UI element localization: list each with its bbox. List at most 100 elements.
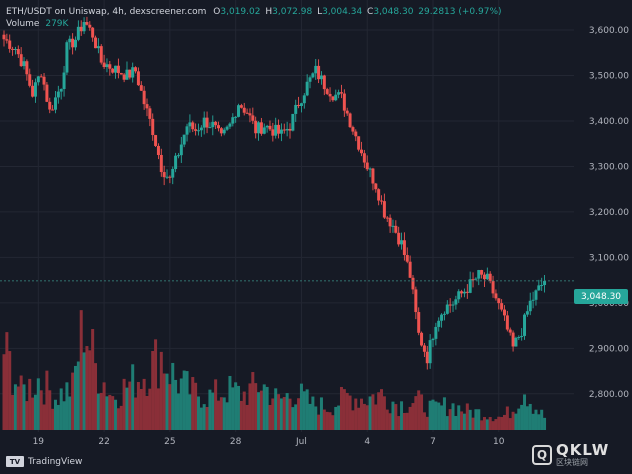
candle-body [485,273,489,280]
volume-bar [91,329,95,430]
volume-bar [339,386,343,430]
low-value: 3,004.34 [322,7,363,17]
volume-bar [500,417,504,430]
candle-body [265,125,269,128]
candle-body [96,46,100,49]
candle-body [462,291,466,294]
candle-body [128,69,132,78]
volume-bar [76,361,80,430]
candle-body [94,37,98,49]
volume-bar [388,413,392,430]
candle-body [102,62,106,68]
volume-bar [5,332,9,430]
candle-body [168,176,172,178]
symbol-title: ETH/USDT on Uniswap, 4h, dexscreener.com [6,7,207,17]
x-tick-label: 28 [230,437,242,447]
candle-body [468,279,472,293]
candle-body [79,26,83,32]
volume-bar [317,414,321,430]
open-value: 3,019.02 [220,7,261,17]
volume-bar [217,400,220,430]
candle-body [365,162,369,170]
volume-bar [159,351,163,430]
candle-body [339,92,343,94]
candle-body [465,291,469,293]
volume-bar [74,365,77,430]
candle-body [440,314,444,321]
candle-body [305,81,309,96]
candle-body [368,168,372,170]
volume-bar [394,404,398,430]
candle-body [48,101,52,110]
tradingview-footer[interactable]: TV TradingView [6,456,82,467]
candle-body [257,122,261,134]
candle-body [400,240,404,245]
volume-bar [511,411,515,430]
volume-bar [188,394,192,430]
volume-bar [245,404,249,430]
tradingview-brand: TradingView [28,456,83,467]
open-label: O [213,7,221,17]
volume-bar [488,417,492,430]
candle-body [74,39,77,48]
volume-bar [271,398,275,430]
candle-body [457,291,461,300]
candle-body [39,76,43,78]
candle-body [537,285,541,291]
volume-bar [196,396,200,430]
volume-bar [420,394,424,430]
volume-bar [471,417,475,430]
volume-bar [259,390,263,430]
candle-body [288,128,292,131]
candle-body [279,129,283,134]
volume-bar [105,396,109,430]
volume-bar [285,393,289,430]
volume-bar [102,382,106,430]
high-label: H [265,7,273,17]
candle-body [388,217,392,227]
volume-bar [108,394,112,430]
candle-body [454,299,458,305]
candle-body [111,68,115,73]
volume-bar [154,339,158,430]
volume-bar [139,389,143,430]
candle-body [174,155,178,169]
candle-body [337,92,341,95]
volume-bar [145,395,149,430]
candle-body [176,155,180,157]
volume-bar [2,354,6,430]
volume-bar [128,381,132,430]
candle-body [11,48,15,50]
volume-bar [325,411,329,430]
candle-body [420,332,424,346]
volume-bar [165,373,169,430]
candle-body [448,304,452,306]
candle-body [62,72,66,90]
candle-body [540,285,544,287]
candle-body [76,26,80,40]
volume-bar [42,404,46,430]
volume-bar [445,416,449,430]
candle-body [371,168,375,184]
volume-bar [231,387,235,430]
volume-bar [53,399,57,430]
volume-bar [465,403,469,430]
volume-bar [65,382,69,430]
candle-body [497,298,501,304]
candle-body [16,48,20,55]
volume-bar [134,397,138,430]
volume-bar [59,388,63,430]
volume-bar [194,382,198,430]
volume-bar [136,381,140,430]
volume-bar [291,407,295,430]
volume-bar [374,404,378,430]
candle-body [199,127,203,131]
candle-body [231,117,235,124]
volume-bar [402,412,406,430]
candle-body [196,130,200,132]
candle-body [22,61,26,67]
candle-body [19,54,23,67]
candle-body [360,149,363,154]
